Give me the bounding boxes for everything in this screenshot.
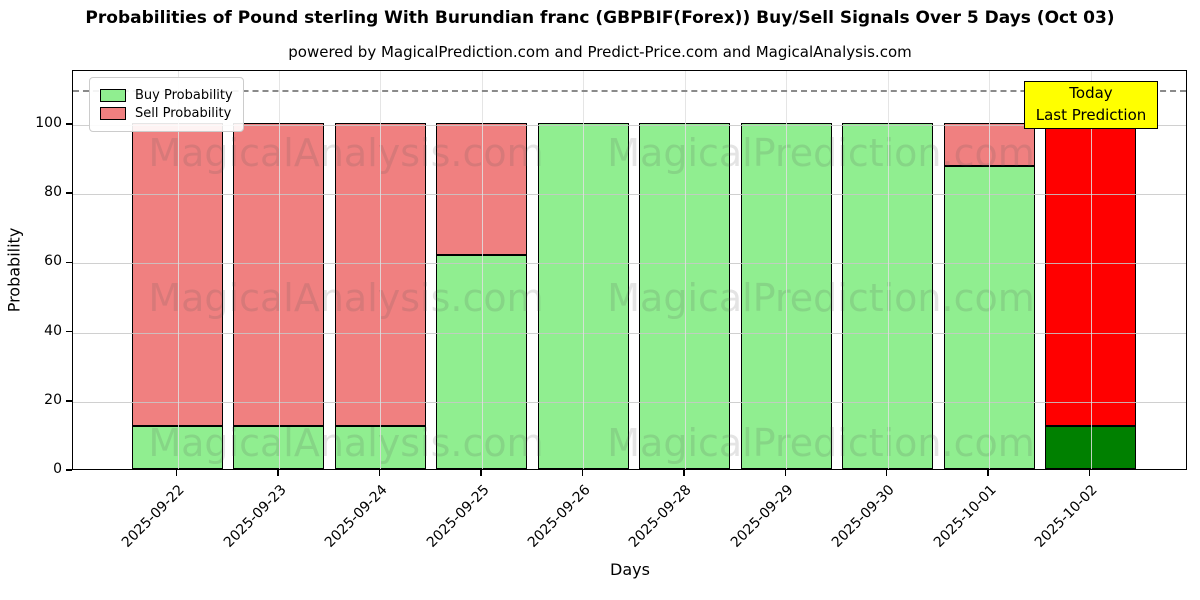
y-tick-mark	[66, 469, 72, 471]
legend: Buy Probability Sell Probability	[89, 77, 244, 132]
vertical-gridline	[989, 71, 991, 469]
x-tick-mark	[480, 470, 482, 476]
x-tick-mark	[175, 470, 178, 476]
horizontal-gridline	[73, 401, 1186, 403]
y-tick-label: 100	[35, 114, 62, 131]
y-tick-label: 60	[44, 253, 62, 270]
vertical-gridline	[1090, 71, 1092, 469]
x-tick-mark	[581, 470, 584, 476]
x-tick-mark	[277, 470, 279, 476]
legend-item: Sell Probability	[100, 106, 233, 121]
x-tick-mark	[683, 470, 685, 476]
y-tick-label: 40	[44, 322, 62, 339]
legend-swatch	[100, 89, 126, 102]
chart-title: Probabilities of Pound sterling With Bur…	[85, 8, 1115, 28]
y-tick-mark	[66, 192, 72, 194]
y-tick-mark	[66, 330, 72, 333]
horizontal-gridline	[73, 332, 1186, 334]
y-axis-label: Probability	[4, 227, 24, 313]
legend-label: Buy Probability	[135, 88, 233, 103]
legend-swatch	[100, 107, 126, 120]
chart-subtitle: powered by MagicalPrediction.com and Pre…	[288, 43, 912, 61]
horizontal-gridline	[73, 194, 1186, 196]
x-tick-mark	[784, 470, 786, 476]
x-axis-label: Days	[610, 560, 650, 579]
x-tick-mark	[378, 470, 381, 476]
x-tick-mark	[885, 470, 888, 476]
y-tick-mark	[66, 123, 72, 125]
plot-area: Buy Probability Sell Probability Today La…	[72, 70, 1187, 470]
vertical-gridline	[786, 71, 788, 469]
vertical-gridline	[177, 71, 179, 469]
y-tick-label: 0	[53, 461, 62, 477]
y-tick-mark	[66, 261, 72, 264]
vertical-gridline	[684, 71, 686, 469]
y-tick-mark	[66, 400, 72, 402]
annotation-line-2: Last Prediction	[1035, 106, 1147, 124]
dashed-threshold-line	[73, 90, 1186, 93]
x-tick-label-text: 2025-10-02	[1032, 482, 1101, 551]
y-tick-label: 80	[44, 184, 62, 201]
vertical-gridline	[887, 71, 889, 469]
annotation-line-1: Today	[1069, 84, 1113, 103]
vertical-gridline	[583, 71, 585, 469]
vertical-gridline	[380, 71, 382, 469]
today-annotation: Today Last Prediction	[1024, 81, 1158, 129]
vertical-gridline	[481, 71, 483, 469]
x-tick-mark	[987, 470, 989, 476]
x-tick-mark	[1088, 470, 1091, 476]
vertical-gridline	[278, 71, 280, 469]
horizontal-gridline	[73, 124, 1186, 126]
x-tick-label: 2025-10-02	[890, 479, 1101, 551]
legend-label: Sell Probability	[135, 106, 232, 121]
legend-item: Buy Probability	[100, 88, 233, 103]
horizontal-gridline	[73, 263, 1186, 265]
y-tick-label: 20	[44, 391, 62, 408]
